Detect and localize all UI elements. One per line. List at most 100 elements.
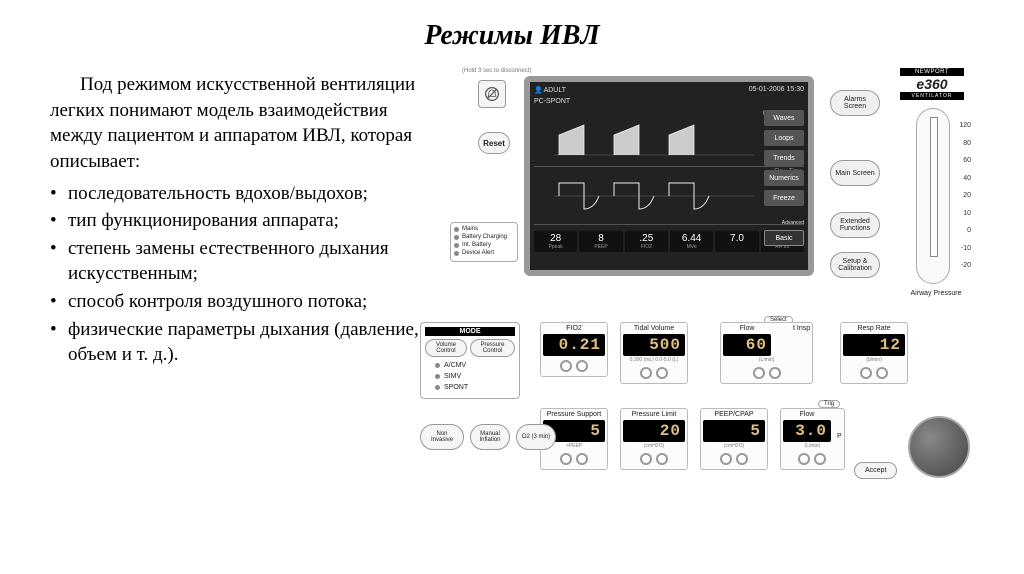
knob[interactable]: [656, 453, 668, 465]
flow-trigger-control: Flow 3.0 P (L/min): [780, 408, 845, 470]
knob[interactable]: [860, 367, 872, 379]
pressure-bar-label: Airway Pressure: [906, 290, 966, 297]
fl2-value: 3.0: [783, 420, 831, 442]
alarm-silence-button[interactable]: [478, 80, 506, 108]
pressure-waveform: [554, 117, 754, 159]
knob[interactable]: [576, 453, 588, 465]
patient-icon: 👤: [534, 86, 542, 96]
bullet-item: способ контроля воздушного потока;: [50, 289, 430, 315]
fl2-label: Flow: [783, 411, 831, 418]
rr-sub: (b/min): [843, 357, 905, 363]
intro-paragraph: Под режимом искусственной вентиляции лег…: [50, 72, 430, 175]
brand-block: NEWPORT e360 VENTILATOR: [900, 68, 964, 100]
status-row: Device Alert: [454, 250, 514, 256]
knob[interactable]: [640, 453, 652, 465]
pressure-limit-control: Pressure Limit 20 (cmH2O): [620, 408, 688, 470]
page-title: Режимы ИВЛ: [0, 0, 1024, 52]
rr-value: 12: [843, 334, 905, 356]
lcd-softkey[interactable]: Numerics: [764, 170, 804, 186]
non-invasive-button[interactable]: Non Invasive: [420, 424, 464, 450]
peep-sub: (cmH2O): [703, 443, 765, 449]
knob[interactable]: [753, 367, 765, 379]
flow-sub: (L/min): [723, 357, 810, 363]
setup-calibration-button[interactable]: Setup & Calibration: [830, 252, 880, 278]
fio2-value: 0.21: [543, 334, 605, 356]
lcd-readout: .25FIO2: [625, 231, 668, 252]
p-label: P: [837, 433, 842, 440]
ventilator-panel: (Hold 3 sec to disconnect) Reset 👤 ADULT…: [440, 72, 994, 370]
status-box: Mains Battery Charging Int. Battery Device …: [450, 222, 518, 262]
lcd-readout: 28Ppeak: [534, 231, 577, 252]
status-row: Int. Battery: [454, 242, 514, 248]
lcd-softkey[interactable]: Waves: [764, 110, 804, 126]
accept-button[interactable]: Accept: [854, 462, 897, 479]
lcd-datetime: 05-01-2006 15:30: [749, 86, 804, 96]
peep-control: PEEP/CPAP 5 (cmH2O): [700, 408, 768, 470]
knob[interactable]: [798, 453, 810, 465]
flow-waveform: [554, 175, 754, 217]
lcd-basic[interactable]: Basic: [764, 230, 804, 246]
lcd-patient: ADULT: [544, 87, 566, 94]
bullet-item: тип функционирования аппарата;: [50, 208, 430, 234]
peep-label: PEEP/CPAP: [703, 411, 765, 418]
lcd-readout: 8PEEP: [579, 231, 622, 252]
mode-option[interactable]: A/CMV: [435, 361, 515, 370]
lcd-softkey[interactable]: Freeze: [764, 190, 804, 206]
knob[interactable]: [576, 360, 588, 372]
pressure-bar: 12080604020100-10-20: [916, 108, 950, 284]
pl-label: Pressure Limit: [623, 411, 685, 418]
resp-rate-control: Resp Rate 12 (b/min): [840, 322, 908, 384]
status-row: Battery Charging: [454, 234, 514, 240]
trig-label[interactable]: Trig: [818, 400, 840, 408]
knob[interactable]: [656, 367, 668, 379]
lcd-mode: PC-SPONT: [534, 98, 804, 105]
ps-label: Pressure Support: [543, 411, 605, 418]
knob[interactable]: [720, 453, 732, 465]
brand-model: e360: [900, 76, 964, 92]
pressure-control-button[interactable]: Pressure Control: [470, 339, 515, 357]
extended-functions-button[interactable]: Extended Functions: [830, 212, 880, 238]
lcd-screen: 👤 ADULT 05-01-2006 15:30 PC-SPONT Pressu…: [524, 76, 814, 276]
mode-option[interactable]: SIMV: [435, 372, 515, 381]
fio2-label: FIO2: [543, 325, 605, 332]
hold-label: (Hold 3 sec to disconnect): [462, 68, 531, 74]
flow-label: Flow: [723, 325, 771, 332]
manual-inflation-button[interactable]: Manual Inflation: [470, 424, 510, 450]
knob[interactable]: [560, 360, 572, 372]
lcd-readout: 7.0: [715, 231, 758, 252]
rotary-knob[interactable]: [908, 416, 970, 478]
o2-button[interactable]: O2 (3 min): [516, 424, 556, 450]
volume-control-button[interactable]: Volume Control: [425, 339, 467, 357]
bullet-list: последовательность вдохов/выдохов;тип фу…: [50, 181, 430, 368]
knob[interactable]: [640, 367, 652, 379]
fio2-control: FIO2 0.21: [540, 322, 608, 377]
reset-button[interactable]: Reset: [478, 132, 510, 154]
alarms-screen-button[interactable]: Alarms Screen: [830, 90, 880, 116]
rr-label: Resp Rate: [843, 325, 905, 332]
text-column: Под режимом искусственной вентиляции лег…: [50, 72, 430, 370]
bullet-item: физические параметры дыхания (давление, …: [50, 317, 430, 368]
knob[interactable]: [736, 453, 748, 465]
status-row: Mains: [454, 226, 514, 232]
tv-label: Tidal Volume: [623, 325, 685, 332]
peep-value: 5: [703, 420, 765, 442]
flow-value: 60: [723, 334, 771, 356]
pl-sub: (cmH2O): [623, 443, 685, 449]
knob[interactable]: [876, 367, 888, 379]
tv-sub: 0.300 (mL) 0.0-5.0 (L): [623, 357, 685, 363]
brand-newport: NEWPORT: [900, 68, 964, 76]
knob[interactable]: [560, 453, 572, 465]
bullet-item: последовательность вдохов/выдохов;: [50, 181, 430, 207]
fl2-sub: (L/min): [783, 443, 842, 449]
lcd-softkey[interactable]: Trends: [764, 150, 804, 166]
knob[interactable]: [769, 367, 781, 379]
mode-option[interactable]: SPONT: [435, 383, 515, 392]
lcd-softkey[interactable]: Loops: [764, 130, 804, 146]
tinsp-label: t Insp: [793, 325, 810, 332]
brand-ventilator: VENTILATOR: [900, 92, 964, 100]
mode-title: MODE: [425, 327, 515, 336]
knob[interactable]: [814, 453, 826, 465]
mode-box: MODE Volume Control Pressure Control A/C…: [420, 322, 520, 399]
pl-value: 20: [623, 420, 685, 442]
main-screen-button[interactable]: Main Screen: [830, 160, 880, 186]
